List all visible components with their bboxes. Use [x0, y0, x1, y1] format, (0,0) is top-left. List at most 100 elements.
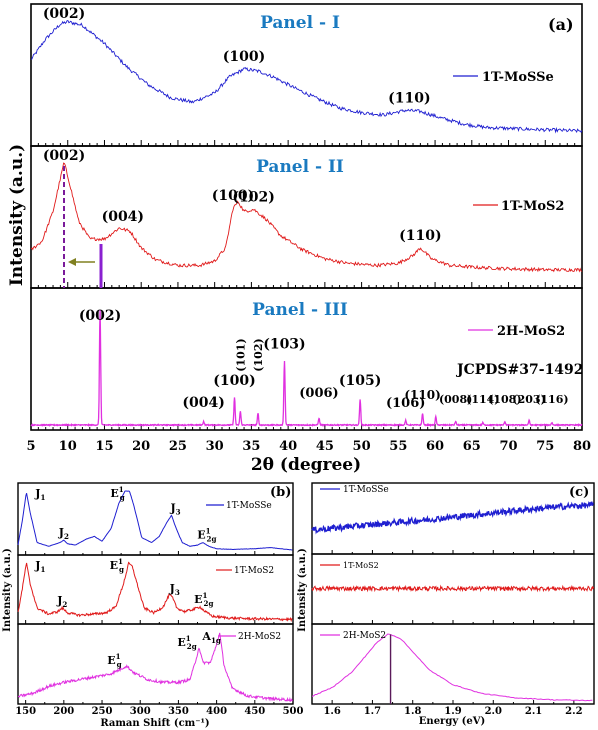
xrd-panel-1-title: Panel - I: [260, 13, 340, 33]
raman-y-axis-label: Intensity (a.u.): [2, 548, 13, 632]
pl-legend-3: 2H-MoS2: [320, 631, 386, 641]
xrd-x-tick-label: 20: [132, 439, 150, 454]
raman-peak-label: J3: [169, 501, 180, 516]
pl-panel-letter: (c): [569, 485, 589, 500]
xrd-panel-3-title: Panel - III: [252, 300, 348, 320]
pl-legend-3-label: 2H-MoS2: [343, 631, 386, 641]
pl-labels-group: 1.6 1.7 1.8 1.9 2.0 2.1 2.2: [323, 706, 582, 717]
raman-panel-letter: (b): [270, 485, 291, 500]
xrd-x-tick-label: 25: [169, 439, 187, 454]
xrd-jcpds-annotation: JCPDS#37-1492: [455, 362, 584, 378]
pl-x-axis-label: Energy (eV): [419, 716, 485, 727]
xrd-peak-label: (116): [535, 393, 568, 406]
xrd-peak-label: (110): [399, 228, 441, 244]
raman-series-line-3: [17, 632, 293, 703]
xrd-y-axis-label: Intensity (a.u.): [7, 144, 27, 286]
xrd-peak-label: (114): [466, 393, 499, 406]
xrd-x-tick-label: 5: [26, 439, 35, 454]
pl-x-tick-label: 1.7: [364, 706, 381, 717]
xrd-panel-letter: (a): [548, 15, 574, 34]
raman-peak-label: E1 g: [110, 485, 124, 502]
xrd-peak-label: (002): [79, 308, 121, 324]
raman-peak-label: J1: [34, 559, 45, 574]
xrd-ticks: [30, 140, 583, 430]
raman-x-tick-label: 500: [283, 706, 304, 717]
xrd-peak-label: (101): [234, 338, 247, 371]
xrd-peak-label: (004): [182, 395, 224, 411]
xrd-peak-shift-marker: [63, 166, 103, 288]
xrd-plot-frame: [30, 3, 583, 431]
raman-peak-label: J3: [169, 582, 180, 597]
xrd-x-axis-label: 2θ (degree): [251, 455, 361, 475]
pl-y-axis-label: Intensity (a.u.): [297, 548, 308, 632]
raman-x-tick-label: 350: [168, 706, 189, 717]
pl-x-tick-label: 2.2: [565, 706, 582, 717]
xrd-peak-label: (100): [212, 188, 254, 204]
xrd-series-line-3: [30, 309, 583, 428]
raman-x-axis-label: Raman Shift (cm⁻¹): [100, 718, 209, 729]
xrd-peak-label: (006): [299, 386, 338, 401]
pl-x-tick-label: 1.9: [444, 706, 461, 717]
raman-series-line-1: [17, 490, 293, 551]
xrd-panel-2-title: Panel - II: [256, 157, 344, 177]
xrd-x-tick-label: 80: [573, 439, 591, 454]
raman-series-group: [17, 490, 293, 703]
raman-panel-1-frame: [17, 482, 294, 556]
pl-x-tick-label: 2.1: [525, 706, 542, 717]
xrd-x-tick-label: 10: [59, 439, 77, 454]
raman-peak-label: E1 2g: [197, 527, 216, 544]
raman-legend-3-label: 2H-MoS2: [238, 632, 281, 642]
raman-x-tick-label: 300: [130, 706, 151, 717]
raman-legend-1: 1T-MoSSe: [206, 501, 272, 511]
xrd-legend-1-label: 1T-MoSSe: [482, 70, 554, 85]
xrd-peak-label: (002): [43, 6, 85, 22]
xrd-x-tick-label: 60: [426, 439, 444, 454]
xrd-x-tick-label: 55: [389, 439, 407, 454]
xrd-legend-3-label: 2H-MoS2: [497, 324, 565, 339]
xrd-x-tick-label: 65: [463, 439, 481, 454]
xrd-peak-label: (002): [43, 148, 85, 164]
xrd-shift-arrow-head: [68, 258, 76, 266]
xrd-legend-3: 2H-MoS2: [468, 324, 565, 339]
pl-legend-2-label: 1T-MoS2: [343, 561, 379, 570]
raman-legend-1-label: 1T-MoSSe: [226, 501, 272, 511]
raman-legend-3: 2H-MoS2: [218, 632, 281, 642]
xrd-peak-label: (110): [404, 388, 440, 402]
xrd-peak-label: (105): [339, 373, 381, 389]
pl-legend-1: 1T-MoSSe: [320, 485, 389, 495]
pl-x-tick-label: 1.6: [323, 706, 340, 717]
raman-peak-label: J2: [58, 526, 69, 541]
raman-x-tick-label: 150: [15, 706, 36, 717]
raman-peak-label: E1 g: [107, 652, 121, 669]
xrd-x-tick-label: 75: [536, 439, 554, 454]
pl-x-tick-label: 1.8: [404, 706, 421, 717]
xrd-legend-2: 1T-MoS2: [473, 199, 564, 214]
xrd-peak-label: (100): [223, 49, 265, 65]
xrd-x-tick-label: 35: [242, 439, 260, 454]
raman-peak-label: J2: [56, 594, 67, 609]
xrd-peak-label: (100): [213, 373, 255, 389]
raman-peak-label: J1: [34, 487, 45, 502]
xrd-series-group: [30, 20, 583, 428]
xrd-series-line-2: [30, 162, 583, 273]
raman-panel-3-frame: [17, 623, 294, 705]
pl-ticks: [311, 550, 595, 704]
pl-series-line-1: [311, 500, 594, 535]
xrd-peak-label: (004): [102, 209, 144, 225]
raman-legend-2: 1T-MoS2: [216, 566, 274, 576]
xrd-legend-1: 1T-MoSSe: [453, 70, 554, 85]
xrd-series-line-1: [30, 20, 583, 134]
xrd-peak-label: (106): [386, 396, 425, 411]
xrd-peak-label: (108): [488, 393, 521, 406]
raman-labels-group: 150 200 250 300 350 400 450 500 J1 J2 E1 g J3 E1 2g J1 J…: [15, 485, 303, 717]
raman-x-tick-label: 450: [244, 706, 265, 717]
xrd-peak-label: (203): [512, 393, 545, 406]
xrd-x-tick-label: 45: [316, 439, 334, 454]
raman-peak-label: E1 2g: [194, 591, 213, 608]
pl-legend-2: 1T-MoS2: [320, 561, 379, 570]
raman-plot-frame: [17, 482, 294, 705]
raman-x-tick-label: 400: [206, 706, 227, 717]
xrd-x-tick-label: 40: [279, 439, 297, 454]
xrd-peak-label: (103): [263, 337, 305, 353]
